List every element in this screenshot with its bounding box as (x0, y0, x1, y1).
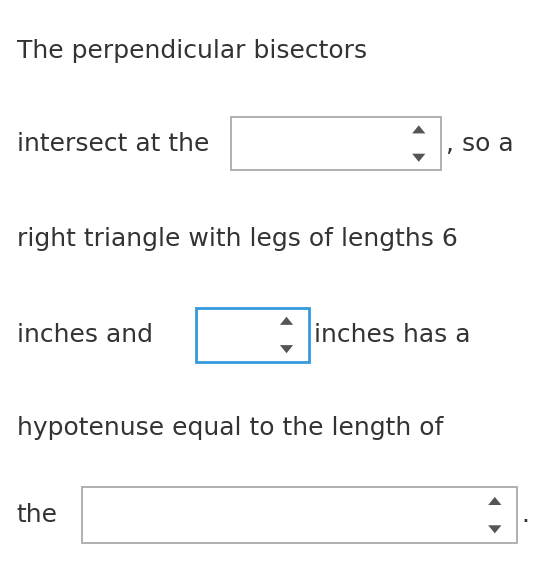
Text: .: . (521, 503, 530, 527)
Text: , so a: , so a (446, 132, 514, 155)
Text: inches has a: inches has a (314, 323, 471, 347)
Text: intersect at the: intersect at the (17, 132, 209, 155)
Text: inches and: inches and (17, 323, 153, 347)
FancyBboxPatch shape (82, 487, 517, 543)
Text: hypotenuse equal to the length of: hypotenuse equal to the length of (17, 416, 443, 440)
Polygon shape (280, 317, 293, 325)
Polygon shape (280, 345, 293, 353)
Polygon shape (488, 525, 501, 533)
Polygon shape (488, 497, 501, 505)
Text: right triangle with legs of lengths 6: right triangle with legs of lengths 6 (17, 227, 457, 251)
Text: the: the (17, 503, 57, 527)
Polygon shape (412, 126, 425, 133)
FancyBboxPatch shape (231, 117, 441, 170)
Polygon shape (412, 154, 425, 162)
FancyBboxPatch shape (196, 308, 309, 361)
Text: The perpendicular bisectors: The perpendicular bisectors (17, 39, 366, 62)
